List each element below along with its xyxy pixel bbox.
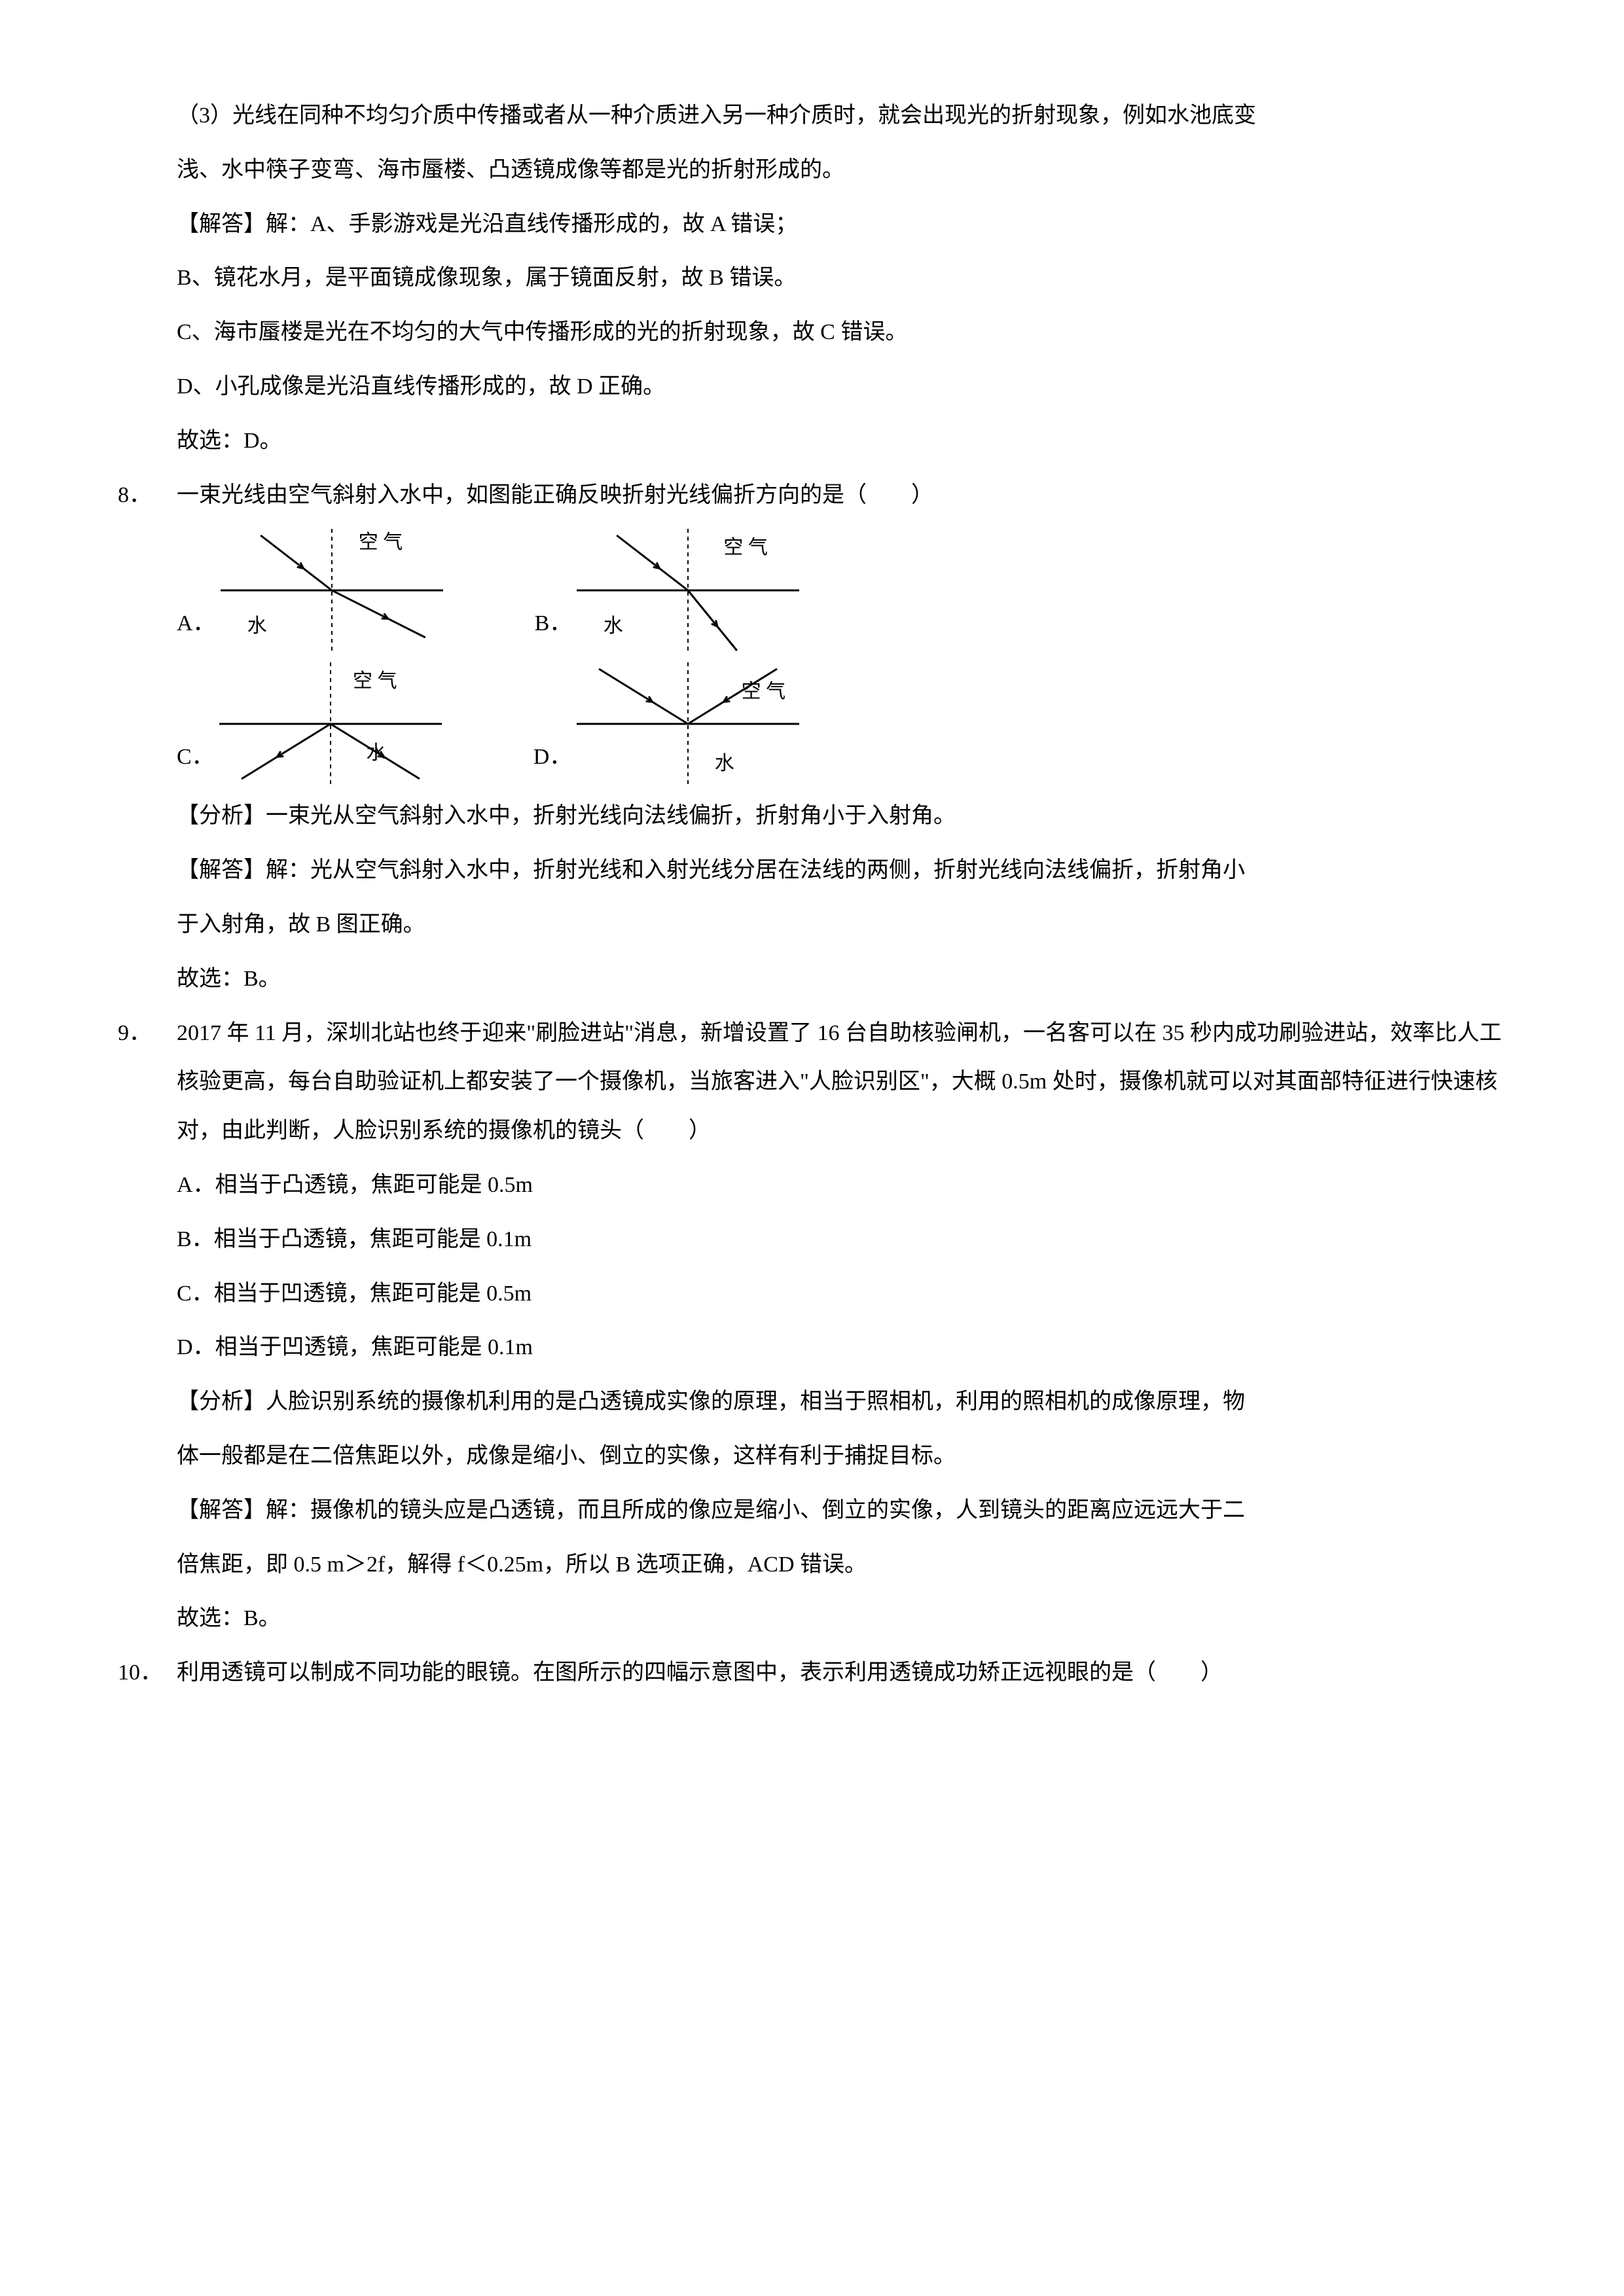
paragraph: 倍焦距，即 0.5 m＞2f，解得 f＜0.25m，所以 B 选项正确，ACD … <box>118 1541 1506 1590</box>
svg-text:空 气: 空 气 <box>742 681 786 702</box>
option-row-cd: C． 空 气水 D． 空 气水 <box>118 658 1506 789</box>
svg-text:水: 水 <box>715 753 734 774</box>
page: （3）光线在同种不均匀介质中传播或者从一种介质进入另一种介质时，就会出现光的折射… <box>0 0 1624 2296</box>
option-c-cell: C． 空 气水 <box>177 658 442 789</box>
question-number: 8． <box>118 471 177 520</box>
refraction-diagram-b: 空 气水 <box>577 525 799 656</box>
refraction-diagram-d: 空 气水 <box>577 658 799 789</box>
option-d: D．相当于凹透镜，焦距可能是 0.1m <box>118 1323 1506 1372</box>
paragraph: 【解答】解：A、手影游戏是光沿直线传播形成的，故 A 错误； <box>118 200 1506 249</box>
option-label: B． <box>535 600 572 656</box>
option-d-cell: D． 空 气水 <box>533 658 800 789</box>
svg-text:空 气: 空 气 <box>358 531 403 553</box>
option-label: A． <box>177 600 215 656</box>
paragraph: 体一般都是在二倍焦距以外，成像是缩小、倒立的实像，这样有利于捕捉目标。 <box>118 1432 1506 1481</box>
paragraph: 【分析】人脸识别系统的摄像机利用的是凸透镜成实像的原理，相当于照相机，利用的照相… <box>118 1378 1506 1427</box>
paragraph: 【解答】解：光从空气斜射入水中，折射光线和入射光线分居在法线的两侧，折射光线向法… <box>118 846 1506 895</box>
svg-text:空 气: 空 气 <box>724 537 768 558</box>
refraction-diagram-c: 空 气水 <box>219 658 442 789</box>
svg-text:水: 水 <box>247 615 266 637</box>
option-label: C． <box>177 733 214 790</box>
paragraph: （3）光线在同种不均匀介质中传播或者从一种介质进入另一种介质时，就会出现光的折射… <box>118 92 1506 141</box>
paragraph: 故选：B。 <box>118 1594 1506 1643</box>
option-c: C．相当于凹透镜，焦距可能是 0.5m <box>118 1270 1506 1319</box>
paragraph: 故选：D。 <box>118 417 1506 466</box>
question-10: 10． 利用透镜可以制成不同功能的眼镜。在图所示的四幅示意图中，表示利用透镜成功… <box>118 1649 1506 1698</box>
question-9: 9． 2017 年 11 月，深圳北站也终于迎来"刷脸进站"消息，新增设置了 1… <box>118 1009 1506 1156</box>
refraction-diagram-a: 空 气水 <box>221 525 443 656</box>
paragraph: 于入射角，故 B 图正确。 <box>118 901 1506 950</box>
question-stem: 2017 年 11 月，深圳北站也终于迎来"刷脸进站"消息，新增设置了 16 台… <box>177 1009 1506 1156</box>
question-number: 10． <box>118 1649 177 1698</box>
option-label: D． <box>533 733 572 790</box>
paragraph: D、小孔成像是光沿直线传播形成的，故 D 正确。 <box>118 363 1506 412</box>
option-a-cell: A． 空 气水 <box>177 525 443 656</box>
paragraph: B、镜花水月，是平面镜成像现象，属于镜面反射，故 B 错误。 <box>118 254 1506 303</box>
paragraph: 【解答】解：摄像机的镜头应是凸透镜，而且所成的像应是缩小、倒立的实像，人到镜头的… <box>118 1486 1506 1535</box>
svg-text:水: 水 <box>604 615 623 637</box>
paragraph: C、海市蜃楼是光在不均匀的大气中传播形成的光的折射现象，故 C 错误。 <box>118 308 1506 357</box>
question-stem: 一束光线由空气斜射入水中，如图能正确反映折射光线偏折方向的是（ ） <box>177 471 1506 520</box>
svg-text:空 气: 空 气 <box>353 670 397 692</box>
question-stem: 利用透镜可以制成不同功能的眼镜。在图所示的四幅示意图中，表示利用透镜成功矫正远视… <box>177 1649 1506 1698</box>
option-a: A．相当于凸透镜，焦距可能是 0.5m <box>118 1161 1506 1210</box>
paragraph: 浅、水中筷子变弯、海市蜃楼、凸透镜成像等都是光的折射形成的。 <box>118 146 1506 195</box>
option-b-cell: B． 空 气水 <box>535 525 800 656</box>
option-b: B．相当于凸透镜，焦距可能是 0.1m <box>118 1215 1506 1265</box>
paragraph: 故选：B。 <box>118 955 1506 1004</box>
question-8: 8． 一束光线由空气斜射入水中，如图能正确反映折射光线偏折方向的是（ ） <box>118 471 1506 520</box>
question-number: 9． <box>118 1009 177 1156</box>
paragraph: 【分析】一束光从空气斜射入水中，折射光线向法线偏折，折射角小于入射角。 <box>118 792 1506 841</box>
option-row-ab: A． 空 气水 B． 空 气水 <box>118 525 1506 656</box>
